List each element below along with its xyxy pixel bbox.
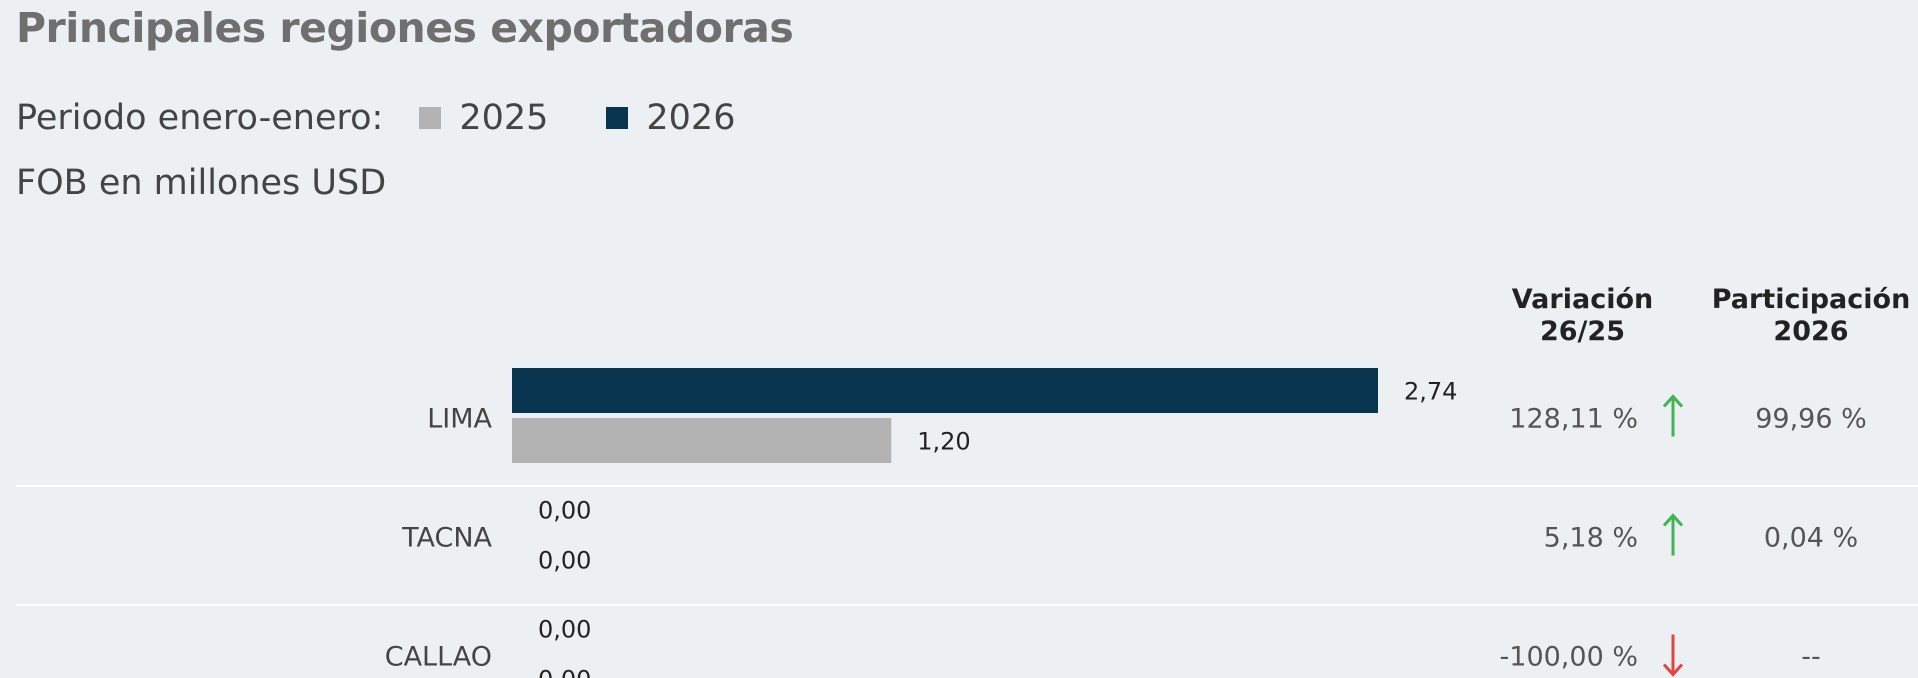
period-label: Periodo enero-enero:	[16, 98, 384, 138]
legend-label-2026: 2026	[646, 98, 736, 138]
trend-arrow-down-icon	[1662, 634, 1684, 677]
trend-arrow-up-icon	[1662, 513, 1684, 556]
variation-value-callao: -100,00 %	[1500, 642, 1638, 673]
legend-item-2026[interactable]: 2026	[606, 98, 735, 138]
value-label-2026-lima: 2,74	[1404, 378, 1457, 406]
chart-subtitle: FOB en millones USD	[16, 163, 387, 203]
bar-2026-lima[interactable]	[512, 368, 1378, 413]
variation-value-lima: 128,11 %	[1509, 404, 1638, 435]
value-label-2025-tacna: 0,00	[538, 547, 591, 575]
legend-item-2025[interactable]: 2025	[419, 98, 548, 138]
share-value-callao: --	[1801, 642, 1821, 673]
trend-arrow-up-icon	[1662, 394, 1684, 437]
variation-value-tacna: 5,18 %	[1544, 523, 1638, 554]
value-label-2025-lima: 1,20	[917, 428, 970, 456]
chart-legend: Periodo enero-enero: 2025 2026	[16, 98, 793, 138]
value-label-2026-callao: 0,00	[538, 616, 591, 644]
value-label-2025-callao: 0,00	[538, 666, 591, 678]
page-title: Principales regiones exportadoras	[16, 4, 794, 52]
bar-2025-lima[interactable]	[512, 418, 892, 463]
share-header-line-1: Participación	[1711, 284, 1911, 315]
variation-column-header: Variación 26/25	[1480, 284, 1685, 348]
variation-header-line-2: 26/25	[1539, 316, 1625, 347]
share-column-header: Participación 2026	[1705, 284, 1917, 348]
share-value-lima: 99,96 %	[1755, 404, 1867, 435]
legend-label-2025: 2025	[459, 98, 549, 138]
value-label-2026-tacna: 0,00	[538, 497, 591, 525]
legend-swatch-2025	[419, 107, 442, 129]
legend-swatch-2026	[606, 107, 629, 129]
share-header-line-2: 2026	[1773, 316, 1849, 347]
share-value-tacna: 0,04 %	[1764, 523, 1858, 554]
category-label-lima: LIMA	[427, 404, 492, 435]
category-label-callao: CALLAO	[385, 642, 492, 673]
category-label-tacna: TACNA	[401, 523, 492, 554]
variation-header-line-1: Variación	[1511, 284, 1654, 315]
